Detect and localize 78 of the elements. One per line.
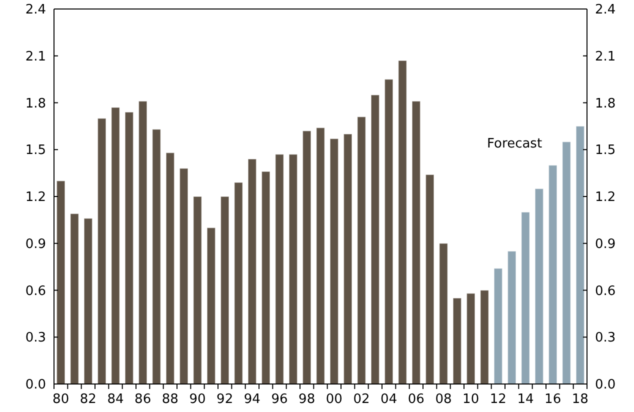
bar [84,218,93,384]
bar [234,182,243,384]
x-tick-label: 00 [326,392,342,407]
x-tick-label: 84 [107,392,124,407]
bar [452,298,462,384]
bar [70,213,79,384]
bar [412,100,421,384]
y2-tick-label: 2.4 [595,2,616,18]
y2-tick-label: 0.6 [595,284,616,299]
bar [220,196,230,384]
bar [507,250,516,384]
bar [166,152,175,384]
x-tick-label: 02 [353,392,370,407]
bar [534,188,544,384]
x-tick-label: 16 [544,392,562,407]
x-tick-label: 10 [462,392,480,407]
bar [466,292,476,384]
bar [152,128,161,384]
x-tick-label: 96 [271,392,288,407]
bar [316,127,325,384]
bar [330,138,339,384]
y2-tick-label: 0.0 [595,378,616,393]
bar [275,154,284,384]
bar [179,168,188,384]
y-tick-label: 0.6 [25,284,46,299]
x-tick-label: 06 [408,392,424,407]
bar [248,158,257,384]
y2-tick-label: 1.8 [595,96,616,112]
x-tick-label: 92 [216,392,234,407]
x-tick-label: 80 [52,392,70,407]
x-tick-label: 18 [572,392,588,407]
y-tick-label: 1.5 [25,143,46,158]
y-tick-label: 0.0 [25,378,46,393]
bar [548,164,558,384]
bar [111,107,120,384]
bar [261,171,270,384]
bar [562,141,571,384]
bar [370,94,380,384]
x-tick-label: 90 [189,392,206,407]
y-tick-label: 2.1 [25,49,46,64]
y-tick-label: 1.8 [25,96,46,112]
x-tick-label: 94 [244,392,260,407]
bar [398,60,407,384]
x-tick-label: 04 [380,392,398,407]
x-tick-label: 12 [490,392,506,407]
y2-tick-label: 2.1 [595,49,616,64]
y2-tick-label: 0.3 [595,330,616,346]
bar [494,268,503,384]
bar [521,212,530,384]
x-tick-label: 98 [298,392,316,407]
x-tick-label: 86 [134,392,152,407]
bar [124,112,134,384]
x-tick-label: 82 [80,392,96,407]
bar [384,78,394,384]
x-tick-label: 08 [435,392,452,407]
y-tick-label: 0.9 [25,236,46,252]
y2-tick-label: 1.2 [595,190,616,206]
bar [302,130,312,384]
x-tick-label: 88 [162,392,178,407]
annotation: Forecast [487,136,542,152]
bar [576,126,585,384]
y2-tick-label: 1.5 [595,143,616,158]
bar [206,227,216,384]
y-tick-label: 2.4 [25,2,46,18]
bar [97,118,106,384]
y-tick-label: 1.2 [25,190,46,206]
y-tick-label: 0.3 [25,330,46,346]
bar [56,180,66,384]
bar [357,116,366,384]
x-tick-label: 14 [517,392,534,407]
bar [439,242,448,384]
bar [193,196,202,384]
bar [343,134,352,384]
bar [138,100,148,384]
bar [480,290,489,384]
y2-tick-label: 0.9 [595,236,616,252]
bar [288,154,298,384]
bar [425,174,434,384]
